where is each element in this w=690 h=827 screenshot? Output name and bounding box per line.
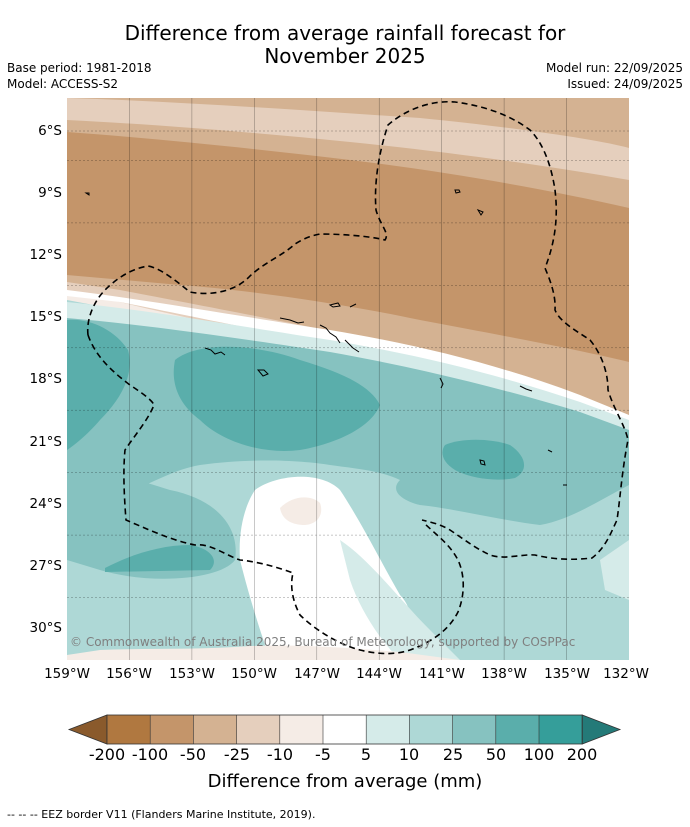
- band-wet-5-east: [600, 540, 629, 600]
- y-tick-12s: 12°S: [29, 247, 63, 263]
- gridlines: [67, 98, 629, 660]
- colorbar-bin-10: [495, 715, 539, 744]
- y-tick-9s: 9°S: [38, 185, 62, 201]
- meta-left: Base period: 1981-2018 Model: ACCESS-S2: [7, 60, 152, 92]
- title-line-2: November 2025: [264, 44, 426, 68]
- cbar-tick-minus200: -200: [88, 745, 126, 764]
- islands: [84, 189, 567, 486]
- island-8: [204, 347, 226, 356]
- colorbar-bin-8: [409, 715, 453, 744]
- cbar-tick-minus10: -10: [266, 745, 294, 764]
- island-3: [328, 302, 341, 308]
- band-dry-south-edge: [67, 645, 460, 660]
- band-dry-south-patch: [280, 497, 322, 525]
- island-14: [547, 449, 553, 453]
- x-tick-147w: 147°W: [294, 666, 340, 682]
- cbar-tick-10: 10: [398, 745, 420, 764]
- island-12: [479, 459, 486, 466]
- x-tick-156w: 156°W: [106, 666, 152, 682]
- island-2: [476, 208, 484, 216]
- island-5: [279, 317, 305, 324]
- band-wet-50-east: [442, 439, 525, 480]
- colorbar-dividers: [149, 715, 540, 744]
- x-tick-150w: 150°W: [231, 666, 277, 682]
- cbar-tick-minus100: -100: [131, 745, 169, 764]
- meta-right: Model run: 22/09/2025 Issued: 24/09/2025: [546, 60, 683, 92]
- colorbar-bin-2: [150, 715, 194, 744]
- colorbar-bin-4: [236, 715, 280, 744]
- band-wet-50-sw: [105, 545, 214, 572]
- x-tick-132w: 132°W: [603, 666, 649, 682]
- map-field: © Commonwealth of Australia 2025, Bureau…: [67, 98, 629, 660]
- cbar-tick-minus5: -5: [315, 745, 331, 764]
- model-name: Model: ACCESS-S2: [7, 77, 119, 91]
- island-9: [256, 369, 269, 377]
- x-tick-159w: 159°W: [44, 666, 90, 682]
- cbar-tick-5: 5: [360, 745, 372, 764]
- island-11: [519, 385, 533, 392]
- colorbar-min-arrow: [67, 714, 108, 745]
- cbar-tick-25: 25: [442, 745, 464, 764]
- colorbar-title: Difference from average (mm): [207, 771, 483, 792]
- colorbar-bin-1: [107, 715, 151, 744]
- eez-border: [86, 100, 629, 655]
- eez-cook-south: [87, 334, 465, 655]
- base-period: Base period: 1981-2018: [7, 61, 152, 75]
- band-dry-50: [67, 132, 629, 362]
- island-6: [319, 324, 341, 344]
- x-tick-135w: 135°W: [544, 666, 590, 682]
- band-wet-50-west: [67, 319, 130, 450]
- colorbar-bin-11: [539, 715, 583, 744]
- cbar-tick-100: 100: [523, 745, 555, 764]
- x-tick-144w: 144°W: [356, 666, 402, 682]
- colorbar: [67, 714, 622, 745]
- y-tick-6s: 6°S: [38, 123, 62, 139]
- eez-cook-islands: [86, 100, 629, 561]
- colorbar-bin-3: [193, 715, 237, 744]
- y-tick-24s: 24°S: [29, 496, 63, 512]
- x-tick-153w: 153°W: [169, 666, 215, 682]
- x-tick-141w: 141°W: [419, 666, 465, 682]
- colorbar-bin-5: [279, 715, 323, 744]
- chart-title: Difference from average rainfall forecas…: [0, 22, 690, 68]
- y-tick-18s: 18°S: [29, 371, 63, 387]
- island-1: [454, 189, 461, 194]
- y-tick-21s: 21°S: [29, 434, 63, 450]
- island-7: [344, 339, 360, 353]
- cbar-tick-50: 50: [485, 745, 507, 764]
- cbar-tick-minus50: -50: [179, 745, 207, 764]
- title-line-1: Difference from average rainfall forecas…: [124, 21, 566, 45]
- eez-legend-footer: -- -- -- EEZ border V11 (Flanders Marine…: [7, 808, 316, 821]
- island-10: [439, 377, 444, 389]
- colorbar-bin-9: [452, 715, 496, 744]
- colorbar-bin-6: [323, 715, 367, 744]
- x-tick-138w: 138°W: [481, 666, 527, 682]
- colorbar-bin-7: [366, 715, 410, 744]
- y-tick-15s: 15°S: [29, 309, 63, 325]
- band-wet-50: [173, 346, 380, 451]
- issued-date: Issued: 24/09/2025: [567, 77, 683, 91]
- colorbar-outline: [106, 714, 583, 745]
- y-tick-30s: 30°S: [29, 620, 63, 636]
- cbar-tick-200: 200: [566, 745, 598, 764]
- colorbar-max-arrow: [581, 714, 622, 745]
- band-wet-5-south: [340, 540, 460, 660]
- island-13: [84, 192, 90, 196]
- model-run: Model run: 22/09/2025: [545, 61, 683, 75]
- y-tick-27s: 27°S: [29, 558, 63, 574]
- cbar-tick-minus25: -25: [223, 745, 251, 764]
- copyright-text: © Commonwealth of Australia 2025, Bureau…: [70, 635, 575, 649]
- island-4: [349, 303, 357, 308]
